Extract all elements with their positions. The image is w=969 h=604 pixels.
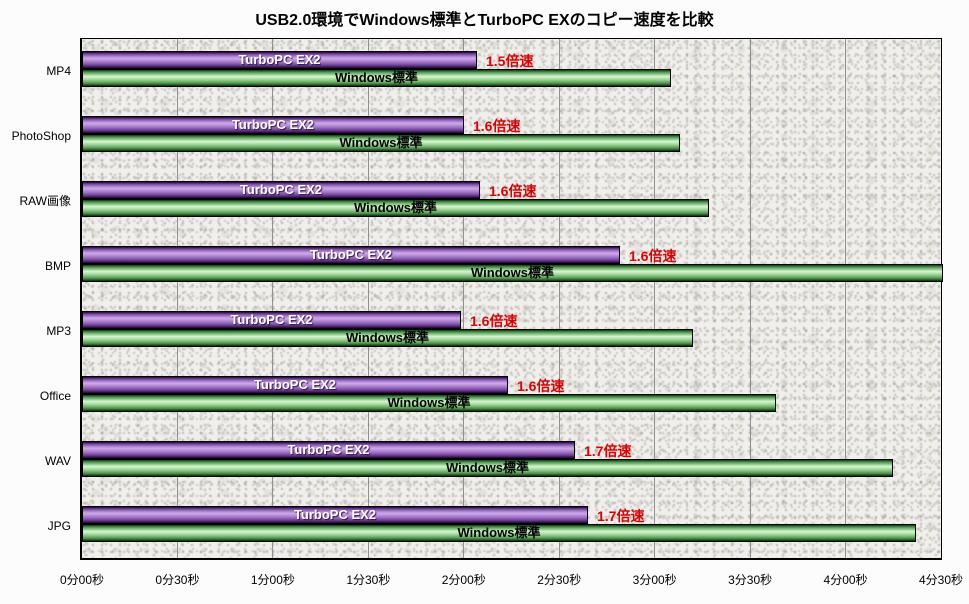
- ratio-label-Office: 1.6倍速: [517, 377, 565, 394]
- x-axis-label-2分00秒: 2分00秒: [441, 573, 486, 587]
- x-axis-label-3分00秒: 3分00秒: [632, 573, 677, 587]
- bar-label-turbopc: TurboPC EX2: [230, 311, 313, 327]
- ratio-label-WAV: 1.7倍速: [584, 442, 632, 459]
- bar-label-windows: Windows標準: [354, 200, 437, 216]
- ratio-label-MP3: 1.6倍速: [470, 312, 518, 329]
- bar-windows-JPG: Windows標準: [82, 523, 916, 542]
- bar-turbopc-Office: TurboPC EX2: [82, 375, 508, 394]
- category-label-RAW画像: RAW画像: [19, 194, 71, 209]
- gridline-3分00秒: [654, 39, 656, 558]
- bar-label-windows: Windows標準: [387, 394, 471, 410]
- category-label-BMP: BMP: [44, 259, 71, 274]
- gridline-3分30秒: [749, 39, 751, 558]
- bar-turbopc-WAV: TurboPC EX2: [82, 440, 575, 459]
- ratio-label-MP4: 1.5倍速: [486, 53, 534, 70]
- gridline-2分30秒: [558, 39, 560, 558]
- x-axis-label-1分30秒: 1分30秒: [346, 573, 391, 587]
- x-axis-label-3分30秒: 3分30秒: [728, 573, 773, 587]
- x-axis-label-0分30秒: 0分30秒: [155, 573, 200, 587]
- bar-label-windows: Windows標準: [335, 70, 418, 86]
- bar-label-windows: Windows標準: [457, 524, 541, 540]
- category-label-PhotoShop: PhotoShop: [11, 129, 71, 144]
- bar-label-turbopc: TurboPC EX2: [309, 247, 393, 263]
- bar-label-turbopc: TurboPC EX2: [253, 376, 337, 392]
- bar-label-turbopc: TurboPC EX2: [287, 441, 370, 457]
- ratio-label-PhotoShop: 1.6倍速: [473, 118, 521, 135]
- bar-turbopc-MP3: TurboPC EX2: [82, 310, 461, 329]
- bar-label-windows: Windows標準: [471, 265, 554, 281]
- gridline-4分00秒: [845, 39, 847, 558]
- bar-windows-BMP: Windows標準: [82, 264, 943, 283]
- ratio-label-RAW画像: 1.6倍速: [489, 183, 537, 200]
- category-label-MP4: MP4: [46, 64, 71, 79]
- x-axis-label-2分30秒: 2分30秒: [537, 573, 582, 587]
- ratio-label-BMP: 1.6倍速: [629, 248, 677, 265]
- bar-label-windows: Windows標準: [446, 459, 529, 475]
- bar-label-turbopc: TurboPC EX2: [239, 182, 323, 198]
- bar-turbopc-JPG: TurboPC EX2: [82, 505, 588, 524]
- bar-turbopc-MP4: TurboPC EX2: [82, 51, 477, 70]
- bar-windows-MP3: Windows標準: [82, 328, 693, 347]
- gridline-1分30秒: [367, 39, 369, 558]
- bar-windows-MP4: Windows標準: [82, 69, 671, 88]
- x-axis-label-1分00秒: 1分00秒: [250, 573, 295, 587]
- category-label-Office: Office: [39, 388, 71, 403]
- bar-label-turbopc: TurboPC EX2: [231, 117, 315, 133]
- x-axis-label-4分00秒: 4分00秒: [823, 573, 868, 587]
- category-label-JPG: JPG: [47, 518, 71, 533]
- x-axis-label-4分30秒: 4分30秒: [918, 573, 964, 587]
- bar-label-turbopc: TurboPC EX2: [293, 506, 377, 522]
- gridline-0分30秒: [176, 39, 178, 558]
- bar-windows-Office: Windows標準: [82, 393, 776, 412]
- bar-label-windows: Windows標準: [339, 135, 423, 151]
- gridline-2分00秒: [463, 39, 465, 558]
- plot-area: TurboPC EX2 Windows標準 1.5倍速 TurboPC EX2 Wind…: [80, 38, 943, 560]
- bar-windows-PhotoShop: Windows標準: [82, 134, 680, 153]
- bar-turbopc-BMP: TurboPC EX2: [82, 246, 620, 265]
- category-label-MP3: MP3: [46, 323, 71, 338]
- gridline-1分00秒: [272, 39, 274, 558]
- chart-title: USB2.0環境でWindows標準とTurboPC EXのコピー速度を比較: [255, 12, 714, 29]
- bar-label-turbopc: TurboPC EX2: [238, 52, 321, 68]
- ratio-label-JPG: 1.7倍速: [597, 507, 645, 524]
- x-axis-label-0分00秒: 0分00秒: [59, 573, 105, 587]
- bar-windows-WAV: Windows標準: [82, 458, 893, 477]
- category-label-WAV: WAV: [45, 453, 71, 468]
- bar-turbopc-PhotoShop: TurboPC EX2: [82, 116, 464, 135]
- bar-windows-RAW画像: Windows標準: [82, 199, 709, 218]
- bar-label-windows: Windows標準: [346, 329, 429, 345]
- bar-turbopc-RAW画像: TurboPC EX2: [82, 181, 480, 200]
